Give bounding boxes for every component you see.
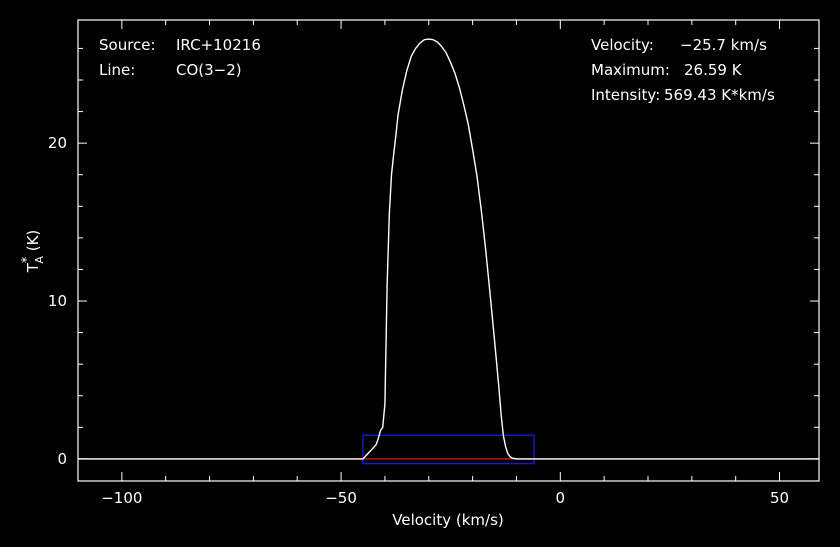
y-axis-label-symbol: T: [24, 262, 42, 273]
y-tick-label: 10: [48, 292, 67, 310]
velocity-value: −25.7 km/s: [680, 36, 767, 54]
intensity-value: 569.43 K*km/s: [664, 86, 775, 104]
source-value: IRC+10216: [176, 36, 261, 54]
plot-frame: [77, 19, 820, 482]
y-axis-label-superscript: *: [20, 256, 35, 263]
x-tick-label: −50: [325, 489, 357, 507]
x-tick-label: 0: [556, 489, 566, 507]
velocity-label: Velocity:: [591, 36, 654, 54]
source-label: Source:: [99, 36, 156, 54]
y-tick-label: 20: [48, 134, 67, 152]
y-axis-label: T*A (K): [20, 230, 46, 274]
maximum-label: Maximum:: [591, 61, 670, 79]
y-axis-label-subscript: A: [33, 256, 46, 264]
spectrum-line: [78, 38, 819, 460]
y-axis-ticks: 0 10 20: [48, 47, 819, 468]
intensity-label: Intensity:: [591, 86, 660, 104]
fit-window-box: [362, 434, 535, 465]
y-axis-label-unit: (K): [24, 230, 42, 256]
x-tick-label: −100: [101, 489, 142, 507]
y-tick-label: 0: [57, 450, 67, 468]
line-value: CO(3−2): [176, 61, 242, 79]
x-axis-label: Velocity (km/s): [392, 511, 503, 529]
x-tick-label: 50: [770, 489, 789, 507]
line-label: Line:: [99, 61, 135, 79]
maximum-value: 26.59 K: [684, 61, 743, 79]
x-axis-ticks: −100 −50 0 50: [77, 20, 789, 507]
plot-content: [78, 38, 819, 465]
